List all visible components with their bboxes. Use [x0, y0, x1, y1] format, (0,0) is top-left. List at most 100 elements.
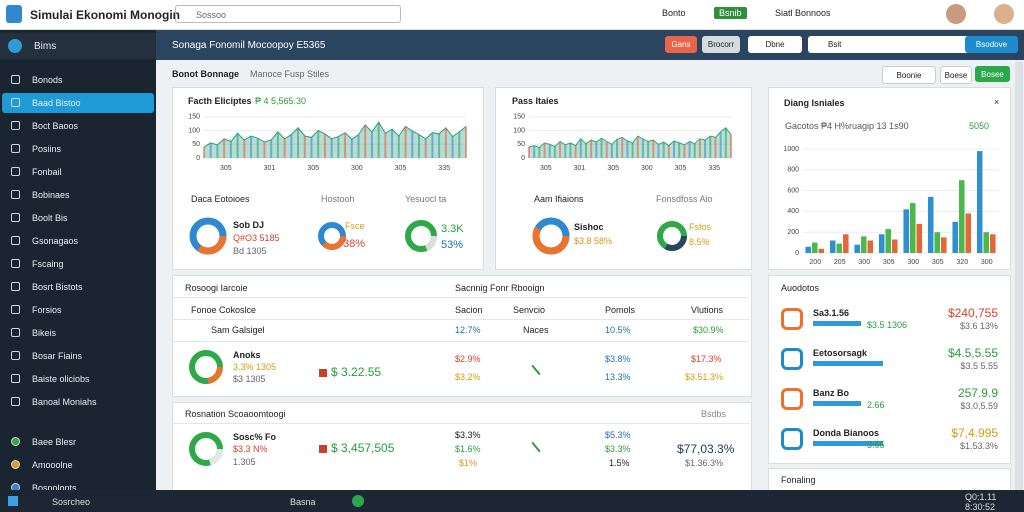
link[interactable]: Bsdbs [701, 409, 727, 419]
search-box[interactable]: Bsit [808, 36, 978, 53]
nav-item[interactable]: Baad Bistoo [2, 93, 154, 113]
button[interactable]: Boese [940, 66, 972, 84]
button[interactable]: Bosee [975, 66, 1010, 82]
column-header: Pomols [605, 305, 636, 315]
nav-item[interactable]: Boct Baoos [2, 116, 154, 136]
caption: Yesuocl ta [405, 194, 447, 204]
section-title: Daca Eotoioes [191, 194, 250, 204]
item-bar [813, 441, 883, 446]
nav-item[interactable]: Bosrt Bistots [2, 277, 154, 297]
nav-icon [11, 98, 20, 107]
item-amount: $4.5,5.55 [947, 346, 998, 360]
table-panel: Rosoogi Iarcoie Sacnnig Fonr Rbooign Fon… [172, 275, 752, 397]
taskbar-app[interactable]: Basna [290, 497, 316, 507]
taskbar: Sosrcheo Basna Q0:1.11 8:30:52 [0, 490, 1024, 512]
donut-label: Fsce [345, 221, 365, 231]
taskbar-icon[interactable] [352, 495, 364, 507]
donut-label: $3.8 58% [574, 236, 613, 246]
top-link[interactable]: Siatl Bonnoos [775, 8, 831, 18]
nav-label: Bikeis [32, 328, 57, 338]
cell: $17.3% [691, 354, 722, 364]
y-tick-label: 50 [192, 141, 200, 148]
caption: Hostooh [321, 194, 355, 204]
button[interactable]: Gans [665, 36, 697, 53]
nav-item[interactable]: Bonods [2, 70, 154, 90]
button[interactable]: Dbne [748, 36, 802, 53]
nav-item[interactable]: Banoal Moniahs [2, 392, 154, 412]
y-tick-label: 800 [787, 167, 799, 174]
nav-icon [11, 397, 20, 406]
nav-item[interactable]: Baee Blesr [2, 432, 154, 452]
item-bar [813, 401, 861, 406]
cell: $3.3% [605, 444, 631, 454]
nav-label: Fonbail [32, 167, 62, 177]
nav-item[interactable]: Forsios [2, 300, 154, 320]
top-link[interactable]: Bonto [662, 8, 686, 18]
x-tick-label: 300 [981, 259, 993, 266]
button[interactable]: Bsodove [965, 36, 1018, 53]
nav-item[interactable]: Fonbail [2, 162, 154, 182]
donut [405, 220, 437, 252]
y-tick-label: 150 [188, 114, 200, 121]
line-chart: 0 50 100 150 305 301 305 300 305 335 [188, 114, 467, 172]
search-box[interactable]: Sossoo [175, 5, 401, 23]
scrollbar[interactable] [1015, 62, 1023, 490]
panel: Diang Isniales × Gacotos ₱4 H%ruagip 13 … [768, 87, 1011, 270]
chart-subtitle: ₱ 4 5,565.30 [255, 96, 307, 106]
donut [657, 221, 687, 251]
panel: Rosnation Scoaoomtoogi Bsdbs Sosc% Fo $3… [172, 402, 752, 492]
bar [836, 243, 843, 253]
nav-item[interactable]: Boolt Bis [2, 208, 154, 228]
nav-icon [11, 282, 20, 291]
line-chart: 0 50 100 150 305 301 305 300 305 335 [513, 114, 732, 172]
x-tick-label: 335 [708, 165, 720, 172]
tabs[interactable]: Manoce Fusp Stiles [250, 69, 330, 79]
donut [189, 350, 223, 384]
nav-item[interactable]: Baiste oliciobs [2, 369, 154, 389]
panel: Facth Eliciptes ₱ 4 5,565.30 0 50 100 150 30… [172, 87, 484, 270]
clock-date: 8:30:52 [965, 502, 996, 512]
avatar[interactable] [946, 4, 966, 24]
nav-item[interactable]: Amooolne [2, 455, 154, 475]
x-tick-label: 305 [220, 165, 232, 172]
nav-icon [11, 437, 20, 446]
y-tick-label: 0 [196, 155, 200, 162]
nav-item[interactable]: Gsonagaos [2, 231, 154, 251]
cell: $ 3,457,505 [331, 441, 395, 455]
button[interactable]: Brocorr [702, 36, 740, 53]
nav-item[interactable]: Posiins [2, 139, 154, 159]
nav-icon [11, 328, 20, 337]
nav-label: Fscaing [32, 259, 64, 269]
top-link[interactable]: Bsnib [714, 7, 747, 19]
nav-icon [11, 213, 20, 222]
close-icon[interactable]: × [994, 97, 1000, 107]
item-amount: $7,4.995 [951, 426, 998, 440]
donut-label: Sob DJ [233, 220, 265, 230]
donut [318, 222, 346, 250]
area [204, 122, 466, 158]
cell: $ 3.22.55 [331, 365, 382, 379]
donut-label: Q#O3 5185 [233, 233, 280, 243]
bar [952, 221, 958, 253]
bar [860, 236, 867, 253]
nav-icon [11, 236, 20, 245]
cell: $3.2% [455, 372, 481, 382]
y-tick-label: 600 [787, 187, 799, 194]
nav-item[interactable]: Bikeis [2, 323, 154, 343]
y-tick-label: 400 [787, 208, 799, 215]
taskbar-search[interactable]: Sosrcheo [52, 497, 91, 507]
avatar[interactable] [994, 4, 1014, 24]
button[interactable]: Boonie [882, 66, 936, 84]
nav-item[interactable]: Bosar Fiains [2, 346, 154, 366]
nav-label: Baee Blesr [32, 437, 77, 447]
start-button[interactable] [8, 496, 18, 506]
nav-item[interactable]: Fscaing [2, 254, 154, 274]
nav-icon [11, 190, 20, 199]
bar [903, 209, 909, 253]
bar [927, 196, 934, 253]
divider [173, 341, 749, 342]
nav-label: Posiins [32, 144, 62, 154]
y-tick-label: 200 [787, 229, 799, 236]
nav-item[interactable]: Bobinaes [2, 185, 154, 205]
cell: $2.9% [455, 354, 481, 364]
